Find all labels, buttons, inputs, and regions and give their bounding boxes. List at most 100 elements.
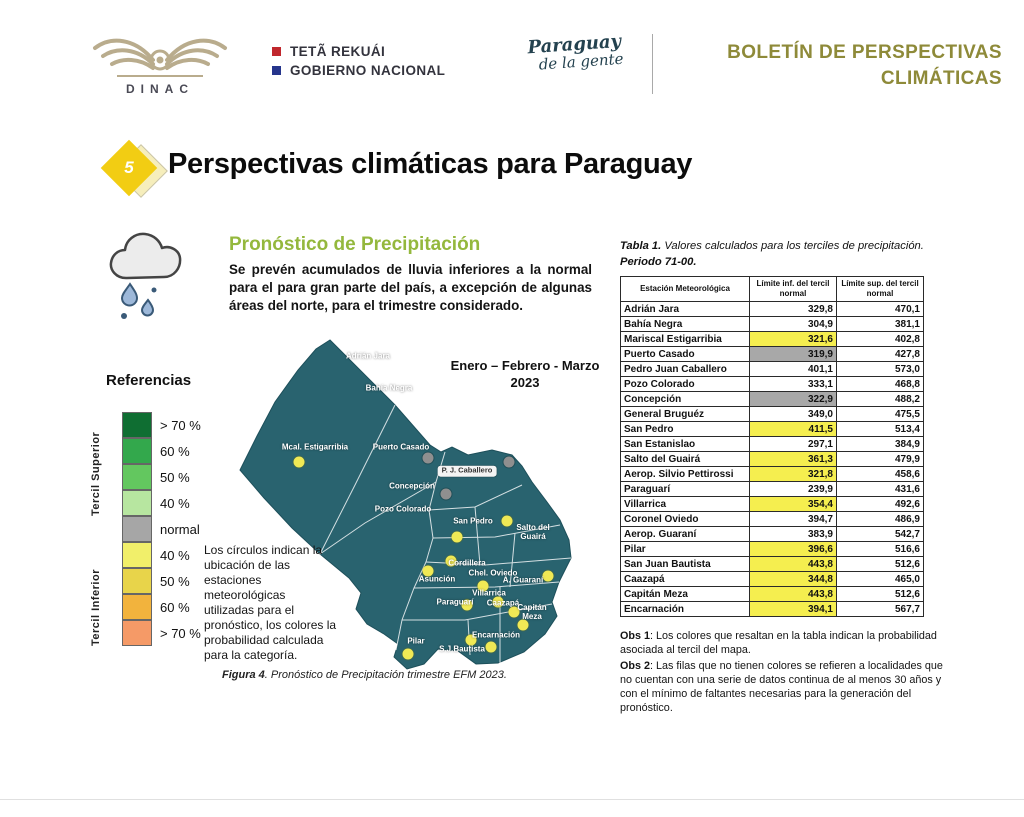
table-row: Aerop. Guaraní 383,9 542,7 bbox=[620, 526, 924, 542]
observations: Obs 1: Los colores que resaltan en la ta… bbox=[620, 629, 944, 717]
station-dot-yellow bbox=[485, 641, 497, 653]
obs-2: Obs 2: Las filas que no tienen colores s… bbox=[620, 660, 943, 715]
legend-label: 60 % bbox=[160, 599, 190, 615]
legend-upper-label: Tercil Superior bbox=[90, 431, 102, 516]
table-row: Salto del Guairá 361,3 479,9 bbox=[620, 451, 924, 467]
table-row: Pozo Colorado 333,1 468,8 bbox=[620, 376, 924, 392]
inf-cell: 304,9 bbox=[749, 316, 837, 332]
station-label: Paraguarí bbox=[436, 597, 474, 607]
header-station: Estación Meteorológica bbox=[620, 276, 750, 302]
gov-text-1: TETÃ REKUÁI bbox=[290, 44, 386, 59]
station-cell: Pedro Juan Caballero bbox=[620, 361, 750, 377]
legend-swatch bbox=[122, 437, 152, 464]
table-row: Paraguarí 239,9 431,6 bbox=[620, 481, 924, 497]
station-cell: Aerop. Silvio Pettirossi bbox=[620, 466, 750, 482]
inf-cell: 329,8 bbox=[749, 301, 837, 317]
inf-cell: 443,8 bbox=[749, 556, 837, 572]
sup-cell: 488,2 bbox=[836, 391, 924, 407]
station-cell: Adrián Jara bbox=[620, 301, 750, 317]
inf-cell: 322,9 bbox=[749, 391, 837, 407]
table-row: Puerto Casado 319,9 427,8 bbox=[620, 346, 924, 362]
legend-swatch bbox=[122, 567, 152, 594]
inf-cell: 349,0 bbox=[749, 406, 837, 422]
map-period-label: Enero – Febrero - Marzo 2023 bbox=[445, 358, 605, 392]
legend-label: > 70 % bbox=[160, 417, 201, 433]
station-cell: Villarrica bbox=[620, 496, 750, 512]
legend-item: > 70 % bbox=[122, 411, 201, 438]
red-square-icon bbox=[272, 47, 281, 56]
inf-cell: 396,6 bbox=[749, 541, 837, 557]
station-dot-yellow bbox=[445, 555, 457, 567]
table-row: Bahía Negra 304,9 381,1 bbox=[620, 316, 924, 332]
gov-text-2: GOBIERNO NACIONAL bbox=[290, 63, 446, 78]
header-divider bbox=[652, 34, 653, 94]
table-row: Villarrica 354,4 492,6 bbox=[620, 496, 924, 512]
bulletin-title-line1: BOLETÍN DE PERSPECTIVAS bbox=[727, 42, 1002, 63]
legend-lower-label: Tercil Inferior bbox=[90, 569, 102, 646]
page-title: Perspectivas climáticas para Paraguay bbox=[168, 148, 693, 180]
inf-cell: 344,8 bbox=[749, 571, 837, 587]
station-cell: Salto del Guairá bbox=[620, 451, 750, 467]
station-cell: Puerto Casado bbox=[620, 346, 750, 362]
station-label: Capitán Meza bbox=[517, 602, 547, 621]
station-cell: Paraguarí bbox=[620, 481, 750, 497]
gov-line-2: GOBIERNO NACIONAL bbox=[272, 63, 445, 78]
inf-cell: 394,7 bbox=[749, 511, 837, 527]
sup-cell: 492,6 bbox=[836, 496, 924, 512]
station-label: Pozo Colorado bbox=[374, 504, 432, 514]
table-title-line1: Tabla 1. Valores calculados para los ter… bbox=[620, 238, 950, 254]
table-row: Caazapá 344,8 465,0 bbox=[620, 571, 924, 587]
legend-color-scale: > 70 % 60 % 50 % 40 % normal 40 % 50 % 60 % > 70… bbox=[122, 411, 201, 646]
station-cell: Pilar bbox=[620, 541, 750, 557]
inf-cell: 333,1 bbox=[749, 376, 837, 392]
legend-item: 50 % bbox=[122, 463, 201, 490]
sup-cell: 402,8 bbox=[836, 331, 924, 347]
station-cell: San Estanislao bbox=[620, 436, 750, 452]
station-label: Pilar bbox=[407, 636, 425, 646]
station-dot-yellow bbox=[461, 599, 473, 611]
sup-cell: 458,6 bbox=[836, 466, 924, 482]
station-cell: San Juan Bautista bbox=[620, 556, 750, 572]
table-row: Mariscal Estigarribia 321,6 402,8 bbox=[620, 331, 924, 347]
inf-cell: 354,4 bbox=[749, 496, 837, 512]
station-label: Asunción bbox=[418, 574, 456, 584]
legend-label: 50 % bbox=[160, 469, 190, 485]
period-line-1: Enero – Febrero - Marzo bbox=[450, 358, 600, 373]
station-label: Villarrica bbox=[472, 588, 506, 598]
legend-title: Referencias bbox=[106, 372, 192, 389]
sup-cell: 465,0 bbox=[836, 571, 924, 587]
sup-cell: 475,5 bbox=[836, 406, 924, 422]
legend-label: 40 % bbox=[160, 547, 190, 563]
sup-cell: 384,9 bbox=[836, 436, 924, 452]
sup-cell: 468,8 bbox=[836, 376, 924, 392]
section-number-badge: 5 bbox=[100, 139, 168, 198]
figure-caption-rest: . Pronóstico de Precipitación trimestre … bbox=[264, 669, 507, 681]
sup-cell: 470,1 bbox=[836, 301, 924, 317]
station-dot-yellow bbox=[422, 565, 434, 577]
station-cell: General Bruguéz bbox=[620, 406, 750, 422]
table-row: General Bruguéz 349,0 475,5 bbox=[620, 406, 924, 422]
legend-item: 60 % bbox=[122, 593, 201, 620]
gov-line-1: TETÃ REKUÁI bbox=[272, 44, 445, 59]
page-bottom-rule bbox=[0, 799, 1024, 800]
legend-swatch bbox=[122, 411, 152, 438]
bulletin-title-line2: CLIMÁTICAS bbox=[880, 67, 1002, 89]
legend-label: 40 % bbox=[160, 495, 190, 511]
table-header: Estación Meteorológica Límite inf. del t… bbox=[620, 276, 924, 302]
table-body: Adrián Jara 329,8 470,1 Bahía Negra 304,9 381… bbox=[620, 301, 924, 617]
table-title: Tabla 1. Valores calculados para los ter… bbox=[620, 238, 950, 270]
station-dot-gray bbox=[440, 488, 452, 500]
legend-label: 50 % bbox=[160, 573, 190, 589]
station-cell: Pozo Colorado bbox=[620, 376, 750, 392]
station-layer: Adrián Jara Bahía Negra Mcal. Estigarribia… bbox=[215, 325, 615, 680]
station-cell: Caazapá bbox=[620, 571, 750, 587]
station-label: Chel. Oviedo bbox=[468, 568, 518, 578]
paraguay-de-la-gente-logo: Paraguay de la gente bbox=[527, 31, 624, 75]
station-cell: Concepción bbox=[620, 391, 750, 407]
station-dot-gray bbox=[503, 456, 515, 468]
station-label: P. J. Caballero bbox=[437, 465, 497, 477]
sup-cell: 516,6 bbox=[836, 541, 924, 557]
table-row: San Juan Bautista 443,8 512,6 bbox=[620, 556, 924, 572]
figure-caption-bold: Figura 4 bbox=[222, 669, 265, 681]
